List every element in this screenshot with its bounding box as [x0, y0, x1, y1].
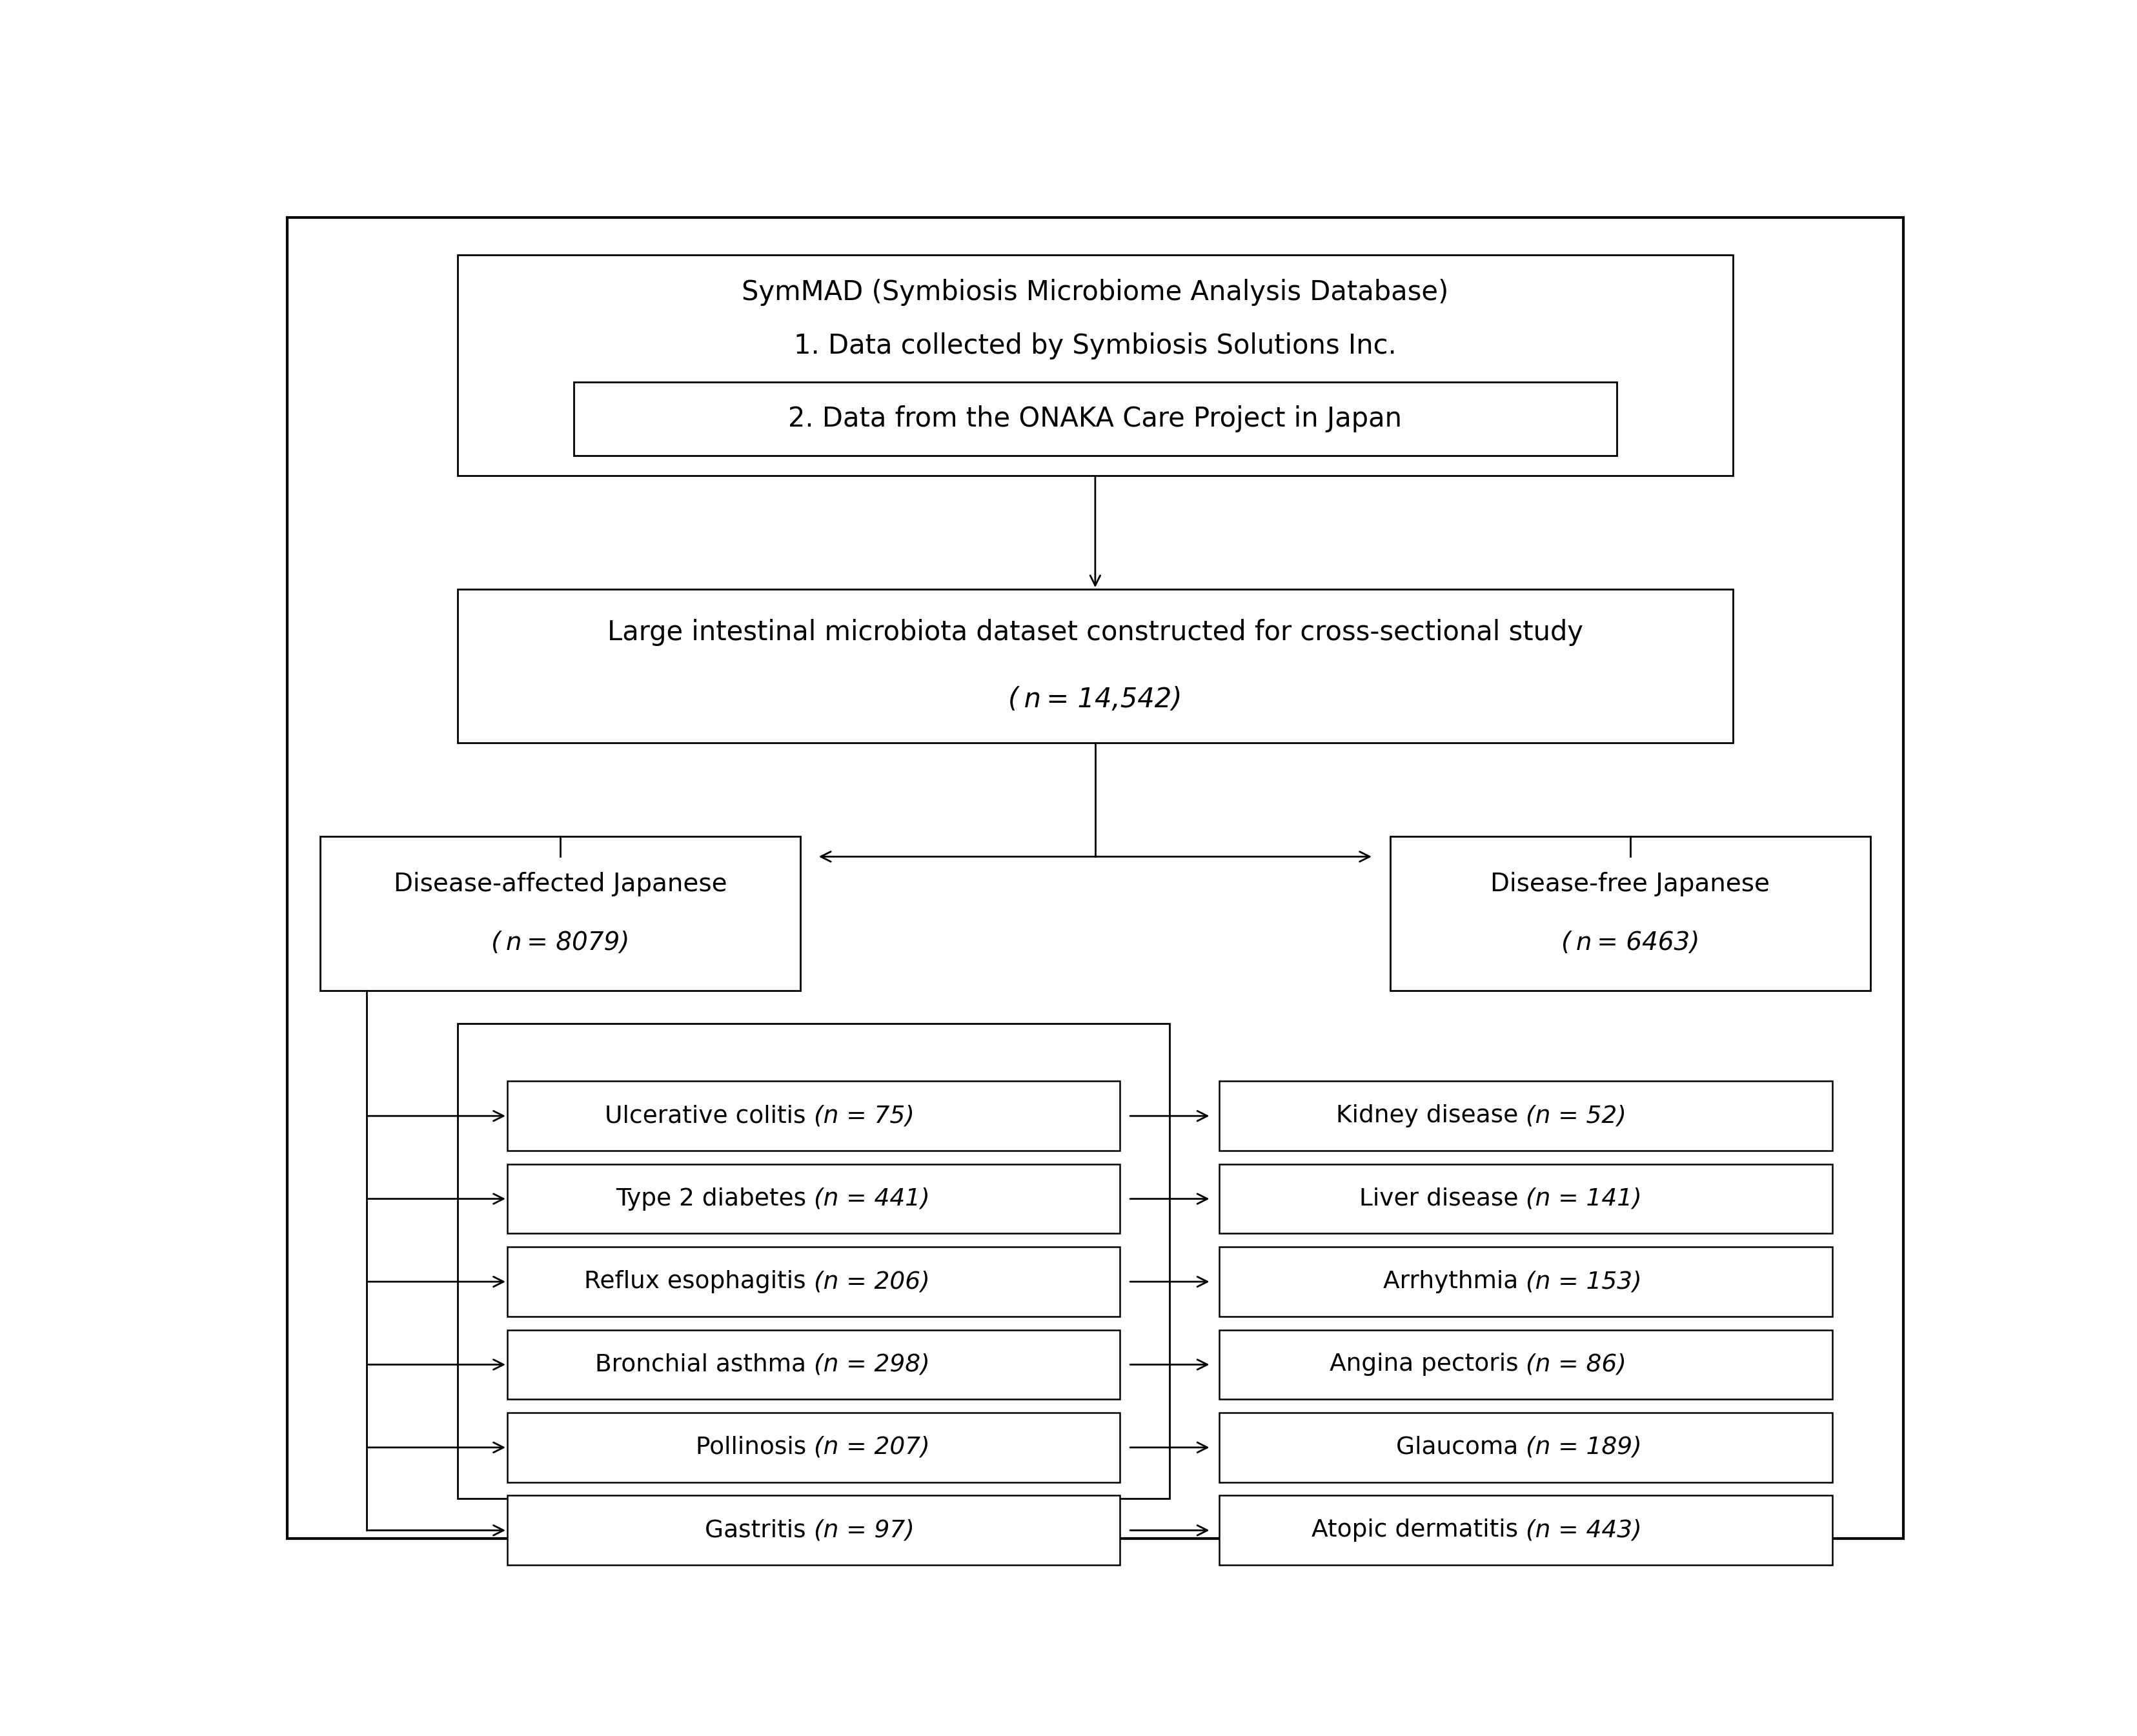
Text: (n = 189): (n = 189): [1526, 1436, 1641, 1458]
FancyBboxPatch shape: [506, 1246, 1120, 1316]
Text: (n = 207): (n = 207): [814, 1436, 930, 1458]
Text: 2. Data from the ONAKA Care Project in Japan: 2. Data from the ONAKA Care Project in J…: [789, 404, 1402, 432]
Text: Type 2 diabetes: Type 2 diabetes: [615, 1187, 814, 1210]
Text: (n = 97): (n = 97): [814, 1519, 915, 1542]
FancyBboxPatch shape: [321, 837, 801, 990]
FancyBboxPatch shape: [457, 1024, 1169, 1498]
FancyBboxPatch shape: [457, 589, 1733, 743]
Text: (n = 206): (n = 206): [814, 1271, 930, 1293]
Text: Liver disease: Liver disease: [1359, 1187, 1526, 1210]
Text: Glaucoma: Glaucoma: [1395, 1436, 1526, 1458]
Text: Pollinosis: Pollinosis: [695, 1436, 814, 1458]
Text: Arrhythmia: Arrhythmia: [1383, 1271, 1526, 1293]
Text: ( n = 8079): ( n = 8079): [492, 930, 630, 955]
Text: (n = 86): (n = 86): [1526, 1352, 1626, 1377]
FancyBboxPatch shape: [1220, 1246, 1831, 1316]
Text: SymMAD (Symbiosis Microbiome Analysis Database): SymMAD (Symbiosis Microbiome Analysis Da…: [742, 279, 1449, 306]
FancyBboxPatch shape: [1389, 837, 1870, 990]
FancyBboxPatch shape: [506, 1413, 1120, 1483]
Text: Angina pectoris: Angina pectoris: [1329, 1352, 1526, 1377]
Text: Atopic dermatitis: Atopic dermatitis: [1312, 1519, 1526, 1542]
FancyBboxPatch shape: [506, 1496, 1120, 1566]
FancyBboxPatch shape: [1220, 1082, 1831, 1151]
Text: Disease-affected Japanese: Disease-affected Japanese: [393, 871, 727, 896]
Text: Reflux esophagitis: Reflux esophagitis: [583, 1271, 814, 1293]
Text: (n = 52): (n = 52): [1526, 1104, 1626, 1128]
Text: Kidney disease: Kidney disease: [1336, 1104, 1526, 1128]
Text: Large intestinal microbiota dataset constructed for cross-sectional study: Large intestinal microbiota dataset cons…: [607, 620, 1584, 646]
FancyBboxPatch shape: [1220, 1496, 1831, 1566]
Text: (n = 75): (n = 75): [814, 1104, 915, 1128]
FancyBboxPatch shape: [506, 1082, 1120, 1151]
Text: Disease-free Japanese: Disease-free Japanese: [1489, 871, 1769, 896]
Text: (n = 153): (n = 153): [1526, 1271, 1641, 1293]
FancyBboxPatch shape: [506, 1165, 1120, 1234]
Text: Ulcerative colitis: Ulcerative colitis: [605, 1104, 814, 1128]
FancyBboxPatch shape: [286, 217, 1904, 1538]
FancyBboxPatch shape: [1220, 1330, 1831, 1399]
Text: 1. Data collected by Symbiosis Solutions Inc.: 1. Data collected by Symbiosis Solutions…: [793, 333, 1398, 359]
Text: ( n = 6463): ( n = 6463): [1560, 930, 1699, 955]
FancyBboxPatch shape: [573, 382, 1618, 455]
Text: Bronchial asthma: Bronchial asthma: [594, 1352, 814, 1377]
Text: (n = 441): (n = 441): [814, 1187, 930, 1210]
FancyBboxPatch shape: [457, 255, 1733, 476]
Text: (n = 298): (n = 298): [814, 1352, 930, 1377]
FancyBboxPatch shape: [1220, 1165, 1831, 1234]
Text: ( n = 14,542): ( n = 14,542): [1009, 686, 1182, 713]
Text: (n = 443): (n = 443): [1526, 1519, 1641, 1542]
Text: Gastritis: Gastritis: [705, 1519, 814, 1542]
Text: (n = 141): (n = 141): [1526, 1187, 1641, 1210]
FancyBboxPatch shape: [1220, 1413, 1831, 1483]
FancyBboxPatch shape: [506, 1330, 1120, 1399]
